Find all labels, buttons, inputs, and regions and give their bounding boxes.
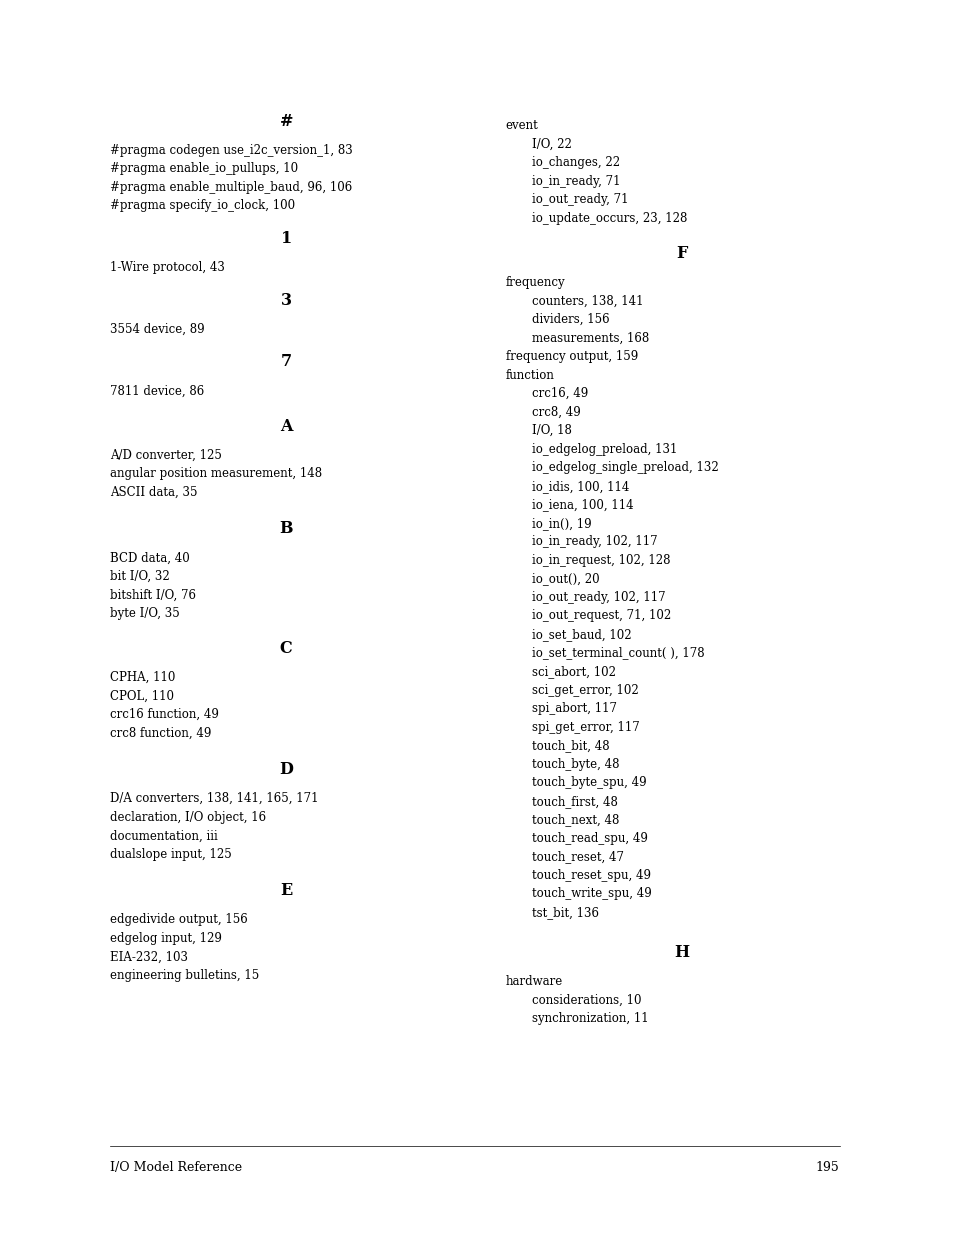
Text: io_out(), 20: io_out(), 20 — [532, 572, 599, 585]
Text: #pragma codegen use_i2c_version_1, 83: #pragma codegen use_i2c_version_1, 83 — [110, 143, 352, 157]
Text: io_edgelog_single_preload, 132: io_edgelog_single_preload, 132 — [532, 461, 719, 474]
Text: engineering bulletins, 15: engineering bulletins, 15 — [110, 968, 258, 982]
Text: io_changes, 22: io_changes, 22 — [532, 156, 619, 169]
Text: 1: 1 — [280, 230, 292, 247]
Text: I/O, 18: I/O, 18 — [532, 424, 572, 437]
Text: D/A converters, 138, 141, 165, 171: D/A converters, 138, 141, 165, 171 — [110, 792, 318, 805]
Text: EIA-232, 103: EIA-232, 103 — [110, 950, 188, 963]
Text: touch_reset_spu, 49: touch_reset_spu, 49 — [532, 868, 651, 882]
Text: E: E — [280, 882, 292, 899]
Text: I/O, 22: I/O, 22 — [532, 137, 572, 151]
Text: io_edgelog_preload, 131: io_edgelog_preload, 131 — [532, 442, 677, 456]
Text: dualslope input, 125: dualslope input, 125 — [110, 847, 232, 861]
Text: sci_get_error, 102: sci_get_error, 102 — [532, 683, 639, 697]
Text: io_set_baud, 102: io_set_baud, 102 — [532, 627, 631, 641]
Text: crc8 function, 49: crc8 function, 49 — [110, 726, 211, 740]
Text: #pragma enable_multiple_baud, 96, 106: #pragma enable_multiple_baud, 96, 106 — [110, 180, 352, 194]
Text: #pragma enable_io_pullups, 10: #pragma enable_io_pullups, 10 — [110, 162, 297, 175]
Text: touch_read_spu, 49: touch_read_spu, 49 — [532, 831, 647, 845]
Text: tst_bit, 136: tst_bit, 136 — [532, 905, 598, 919]
Text: counters, 138, 141: counters, 138, 141 — [532, 294, 643, 308]
Text: CPOL, 110: CPOL, 110 — [110, 689, 173, 703]
Text: io_out_ready, 71: io_out_ready, 71 — [532, 193, 628, 206]
Text: C: C — [279, 640, 293, 657]
Text: I/O Model Reference: I/O Model Reference — [110, 1161, 241, 1174]
Text: F: F — [676, 245, 687, 262]
Text: function: function — [505, 368, 554, 382]
Text: sci_abort, 102: sci_abort, 102 — [532, 664, 616, 678]
Text: dividers, 156: dividers, 156 — [532, 312, 609, 326]
Text: A: A — [279, 417, 293, 435]
Text: touch_bit, 48: touch_bit, 48 — [532, 739, 609, 752]
Text: ASCII data, 35: ASCII data, 35 — [110, 485, 197, 499]
Text: bit I/O, 32: bit I/O, 32 — [110, 569, 170, 583]
Text: crc8, 49: crc8, 49 — [532, 405, 580, 419]
Text: touch_first, 48: touch_first, 48 — [532, 794, 618, 808]
Text: io_in_ready, 102, 117: io_in_ready, 102, 117 — [532, 535, 658, 548]
Text: H: H — [674, 944, 689, 961]
Text: io_iena, 100, 114: io_iena, 100, 114 — [532, 498, 634, 511]
Text: angular position measurement, 148: angular position measurement, 148 — [110, 467, 321, 480]
Text: considerations, 10: considerations, 10 — [532, 993, 641, 1007]
Text: touch_next, 48: touch_next, 48 — [532, 813, 619, 826]
Text: synchronization, 11: synchronization, 11 — [532, 1011, 648, 1025]
Text: 3554 device, 89: 3554 device, 89 — [110, 322, 204, 336]
Text: io_in(), 19: io_in(), 19 — [532, 516, 591, 530]
Text: 195: 195 — [815, 1161, 839, 1174]
Text: touch_byte_spu, 49: touch_byte_spu, 49 — [532, 776, 646, 789]
Text: event: event — [505, 119, 537, 132]
Text: hardware: hardware — [505, 974, 562, 988]
Text: 7811 device, 86: 7811 device, 86 — [110, 384, 204, 398]
Text: edgedivide output, 156: edgedivide output, 156 — [110, 913, 247, 926]
Text: crc16, 49: crc16, 49 — [532, 387, 588, 400]
Text: edgelog input, 129: edgelog input, 129 — [110, 931, 221, 945]
Text: touch_write_spu, 49: touch_write_spu, 49 — [532, 887, 652, 900]
Text: #pragma specify_io_clock, 100: #pragma specify_io_clock, 100 — [110, 199, 294, 212]
Text: 7: 7 — [280, 353, 292, 370]
Text: frequency: frequency — [505, 275, 564, 289]
Text: measurements, 168: measurements, 168 — [532, 331, 649, 345]
Text: declaration, I/O object, 16: declaration, I/O object, 16 — [110, 810, 266, 824]
Text: spi_get_error, 117: spi_get_error, 117 — [532, 720, 639, 734]
Text: 1-Wire protocol, 43: 1-Wire protocol, 43 — [110, 261, 224, 274]
Text: io_update_occurs, 23, 128: io_update_occurs, 23, 128 — [532, 211, 687, 225]
Text: io_out_request, 71, 102: io_out_request, 71, 102 — [532, 609, 671, 622]
Text: BCD data, 40: BCD data, 40 — [110, 551, 190, 564]
Text: documentation, iii: documentation, iii — [110, 829, 217, 842]
Text: B: B — [279, 520, 293, 537]
Text: crc16 function, 49: crc16 function, 49 — [110, 708, 218, 721]
Text: touch_reset, 47: touch_reset, 47 — [532, 850, 623, 863]
Text: touch_byte, 48: touch_byte, 48 — [532, 757, 619, 771]
Text: io_in_ready, 71: io_in_ready, 71 — [532, 174, 620, 188]
Text: io_in_request, 102, 128: io_in_request, 102, 128 — [532, 553, 670, 567]
Text: frequency output, 159: frequency output, 159 — [505, 350, 638, 363]
Text: #: # — [279, 112, 293, 130]
Text: io_out_ready, 102, 117: io_out_ready, 102, 117 — [532, 590, 665, 604]
Text: CPHA, 110: CPHA, 110 — [110, 671, 175, 684]
Text: D: D — [279, 761, 293, 778]
Text: io_idis, 100, 114: io_idis, 100, 114 — [532, 479, 629, 493]
Text: io_set_terminal_count( ), 178: io_set_terminal_count( ), 178 — [532, 646, 704, 659]
Text: bitshift I/O, 76: bitshift I/O, 76 — [110, 588, 195, 601]
Text: spi_abort, 117: spi_abort, 117 — [532, 701, 617, 715]
Text: A/D converter, 125: A/D converter, 125 — [110, 448, 221, 462]
Text: byte I/O, 35: byte I/O, 35 — [110, 606, 179, 620]
Text: 3: 3 — [280, 291, 292, 309]
